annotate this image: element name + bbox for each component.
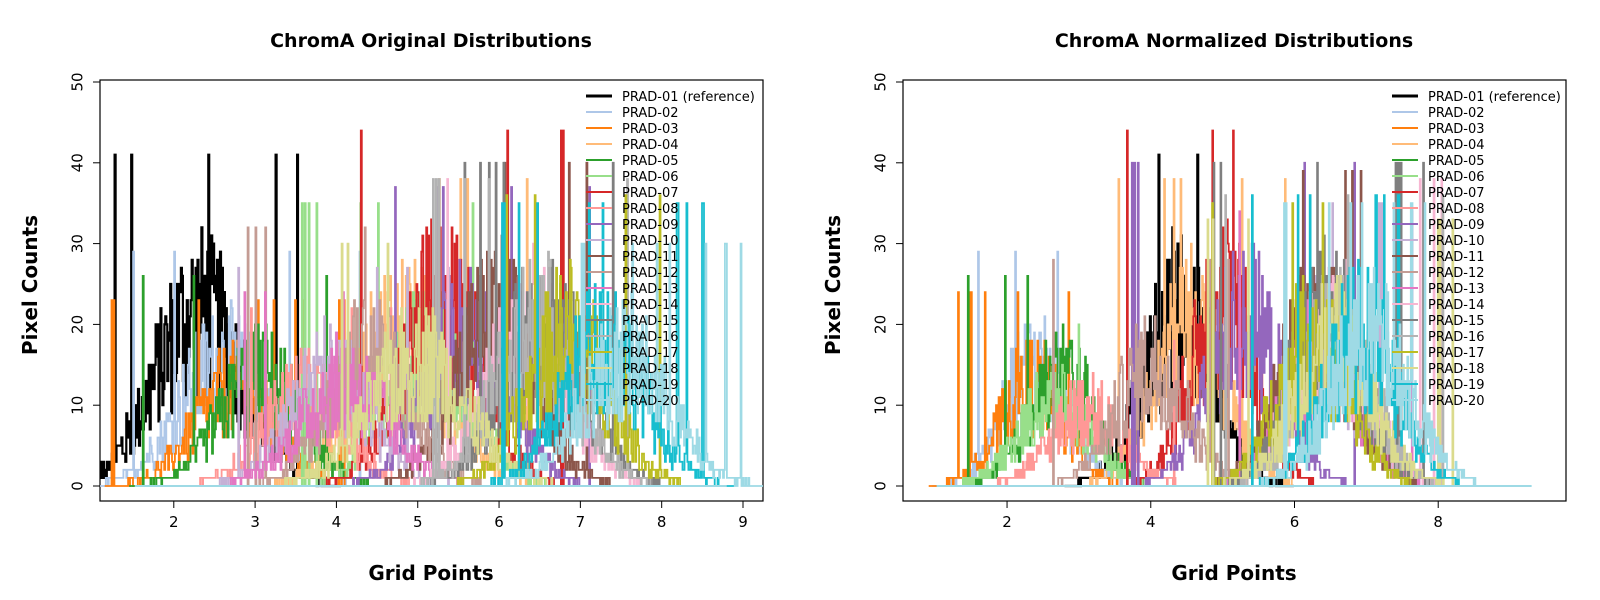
- x-tick-label: 7: [576, 513, 586, 531]
- legend-label: PRAD-19: [622, 378, 678, 393]
- legend-label: PRAD-10: [1428, 234, 1484, 249]
- chart-panel-normalized: ChromA Normalized Distributions Grid Poi…: [821, 30, 1567, 585]
- legend-label: PRAD-13: [622, 282, 678, 297]
- legend-label: PRAD-09: [622, 218, 678, 233]
- legend-label: PRAD-20: [1428, 394, 1484, 409]
- y-tick-label: 10: [69, 396, 87, 415]
- y-tick-label: 50: [872, 72, 890, 91]
- series-group: [928, 129, 1532, 488]
- x-axis-label: Grid Points: [368, 561, 493, 585]
- y-tick-label: 0: [69, 481, 87, 491]
- series-line-prad-06: [938, 323, 1169, 487]
- legend-label: PRAD-08: [622, 202, 678, 217]
- legend-label: PRAD-14: [1428, 298, 1484, 313]
- legend-label: PRAD-10: [622, 234, 678, 249]
- series-line-prad-03: [928, 291, 1135, 487]
- legend-label: PRAD-20: [622, 394, 678, 409]
- legend-label: PRAD-06: [1428, 170, 1484, 185]
- chart-panel-original: ChromA Original Distributions Grid Point…: [18, 30, 764, 585]
- x-tick-label: 5: [413, 513, 423, 531]
- legend-label: PRAD-17: [1428, 346, 1484, 361]
- x-tick-label: 4: [1146, 513, 1156, 531]
- series-line-prad-19: [474, 202, 735, 487]
- series-line-prad-18: [261, 242, 574, 487]
- series-group: [100, 129, 763, 488]
- series-line-prad-13: [201, 291, 488, 487]
- legend-label: PRAD-16: [1428, 330, 1484, 345]
- x-tick-label: 8: [1433, 513, 1443, 531]
- legend-label: PRAD-03: [1428, 122, 1484, 137]
- y-tick-label: 30: [872, 234, 890, 253]
- x-tick-label: 2: [1002, 513, 1012, 531]
- series-line-prad-20: [482, 242, 763, 487]
- legend: PRAD-01 (reference)PRAD-02PRAD-03PRAD-04…: [1392, 90, 1561, 409]
- x-tick-label: 6: [1290, 513, 1300, 531]
- y-tick-label: 20: [69, 315, 87, 334]
- series-line-prad-20: [1243, 202, 1497, 487]
- legend-label: PRAD-15: [622, 314, 678, 329]
- legend: PRAD-01 (reference)PRAD-02PRAD-03PRAD-04…: [586, 90, 755, 409]
- x-tick-label: 9: [738, 513, 748, 531]
- plot-frame: [99, 79, 764, 502]
- chart-title: ChromA Normalized Distributions: [1055, 30, 1413, 52]
- y-tick-label: 20: [872, 315, 890, 334]
- series-line-prad-12: [1035, 258, 1266, 487]
- y-tick-label: 40: [872, 153, 890, 172]
- legend-label: PRAD-05: [622, 154, 678, 169]
- plot-frame: [902, 79, 1567, 502]
- y-tick-label: 30: [69, 234, 87, 253]
- legend-label: PRAD-02: [622, 106, 678, 121]
- legend-label: PRAD-17: [622, 346, 678, 361]
- legend-label: PRAD-11: [622, 250, 678, 265]
- x-tick-label: 6: [494, 513, 504, 531]
- series-line-prad-19: [1244, 194, 1474, 487]
- legend-label: PRAD-15: [1428, 314, 1484, 329]
- legend-label: PRAD-13: [1428, 282, 1484, 297]
- series-line-prad-18: [1206, 218, 1461, 487]
- legend-label: PRAD-09: [1428, 218, 1484, 233]
- series-line-prad-08: [971, 339, 1201, 487]
- legend-label: PRAD-19: [1428, 378, 1484, 393]
- series-line-prad-05: [129, 275, 389, 487]
- legend-label: PRAD-16: [622, 330, 678, 345]
- y-tick-label: 50: [69, 72, 87, 91]
- legend-label: PRAD-07: [622, 186, 678, 201]
- legend-label: PRAD-18: [1428, 362, 1484, 377]
- legend-label: PRAD-18: [622, 362, 678, 377]
- x-tick-label: 4: [332, 513, 342, 531]
- legend-label: PRAD-11: [1428, 250, 1484, 265]
- legend-label: PRAD-01 (reference): [1428, 90, 1561, 105]
- series-line-prad-04: [258, 178, 545, 487]
- y-tick-label: 0: [872, 481, 890, 491]
- y-axis-label: Pixel Counts: [821, 215, 845, 355]
- y-tick-label: 40: [69, 153, 87, 172]
- y-axis-label: Pixel Counts: [18, 215, 42, 355]
- legend-label: PRAD-03: [622, 122, 678, 137]
- legend-label: PRAD-12: [1428, 266, 1484, 281]
- y-tick-label: 10: [872, 396, 890, 415]
- x-tick-label: 8: [657, 513, 667, 531]
- x-tick-label: 2: [169, 513, 179, 531]
- legend-label: PRAD-08: [1428, 202, 1484, 217]
- legend-label: PRAD-12: [622, 266, 678, 281]
- legend-label: PRAD-05: [1428, 154, 1484, 169]
- legend-label: PRAD-14: [622, 298, 678, 313]
- legend-label: PRAD-07: [1428, 186, 1484, 201]
- legend-label: PRAD-04: [622, 138, 678, 153]
- chart-title: ChromA Original Distributions: [270, 30, 592, 52]
- legend-label: PRAD-02: [1428, 106, 1484, 121]
- x-tick-label: 3: [250, 513, 260, 531]
- legend-label: PRAD-04: [1428, 138, 1484, 153]
- legend-label: PRAD-06: [622, 170, 678, 185]
- legend-label: PRAD-01 (reference): [622, 90, 755, 105]
- x-axis-label: Grid Points: [1171, 561, 1296, 585]
